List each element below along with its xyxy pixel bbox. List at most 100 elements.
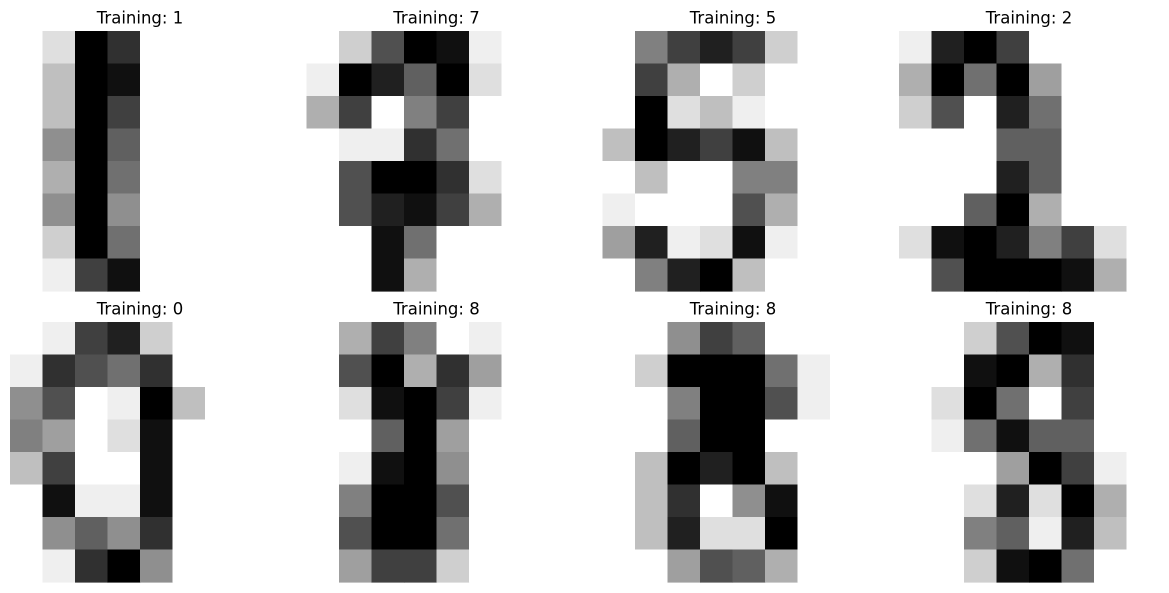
pixel-cell xyxy=(534,226,568,260)
pixel-cell xyxy=(436,419,470,453)
pixel-cell xyxy=(964,161,998,195)
pixel-cell xyxy=(797,322,831,356)
pixel-cell xyxy=(602,128,636,162)
pixel-cell xyxy=(237,63,271,97)
pixel-cell xyxy=(107,452,141,486)
pixel-cell xyxy=(205,258,239,292)
pixel-cell xyxy=(830,31,864,65)
pixel-cell xyxy=(534,484,568,518)
pixel-cell xyxy=(339,31,373,65)
pixel-cell xyxy=(996,452,1030,486)
pixel-cell xyxy=(436,226,470,260)
pixel-cell xyxy=(797,226,831,260)
pixel-cell xyxy=(371,161,405,195)
pixel-cell xyxy=(501,452,535,486)
pixel-cell xyxy=(732,258,766,292)
pixel-cell xyxy=(964,128,998,162)
pixel-cell xyxy=(501,31,535,65)
pixel-cell xyxy=(436,128,470,162)
pixel-cell xyxy=(1029,258,1063,292)
pixel-cell xyxy=(899,419,933,453)
pixel-cell xyxy=(237,517,271,551)
pixel-cell xyxy=(172,354,206,388)
pixel-cell xyxy=(306,63,340,97)
pixel-cell xyxy=(10,387,44,421)
pixel-cell xyxy=(797,387,831,421)
pixel-cell xyxy=(635,452,669,486)
pixel-cell xyxy=(899,128,933,162)
pixel-cell xyxy=(42,258,76,292)
pixel-cell xyxy=(140,128,174,162)
pixel-cell xyxy=(140,226,174,260)
pixel-cell xyxy=(205,484,239,518)
pixel-cell xyxy=(75,193,109,227)
pixel-cell xyxy=(700,258,734,292)
pixel-cell xyxy=(501,419,535,453)
pixel-cell xyxy=(436,452,470,486)
pixel-cell xyxy=(75,63,109,97)
pixel-cell xyxy=(1126,63,1160,97)
pixel-cell xyxy=(469,128,503,162)
pixel-cell xyxy=(534,258,568,292)
pixel-cell xyxy=(964,549,998,583)
pixel-cell xyxy=(1029,549,1063,583)
pixel-cell xyxy=(765,387,799,421)
pixel-cell xyxy=(797,31,831,65)
pixel-cell xyxy=(931,387,965,421)
pixel-cell xyxy=(371,484,405,518)
pixel-cell xyxy=(404,31,438,65)
pixel-cell xyxy=(75,517,109,551)
pixel-cell xyxy=(172,128,206,162)
pixel-cell xyxy=(501,322,535,356)
pixel-cell xyxy=(1094,517,1128,551)
pixel-cell xyxy=(436,161,470,195)
pixel-cell xyxy=(10,517,44,551)
pixel-cell xyxy=(732,354,766,388)
pixel-cell xyxy=(667,31,701,65)
pixel-cell xyxy=(700,31,734,65)
pixel-cell xyxy=(469,452,503,486)
pixel-cell xyxy=(602,63,636,97)
pixel-cell xyxy=(765,419,799,453)
pixel-cell xyxy=(635,161,669,195)
pixel-cell xyxy=(1094,452,1128,486)
pixel-cell xyxy=(42,484,76,518)
pixel-cell xyxy=(964,419,998,453)
pixel-cell xyxy=(996,258,1030,292)
pixel-cell xyxy=(732,549,766,583)
pixel-cell xyxy=(501,161,535,195)
pixel-cell xyxy=(42,193,76,227)
pixel-cell xyxy=(10,452,44,486)
pixel-cell xyxy=(75,549,109,583)
pixel-cell xyxy=(1029,161,1063,195)
pixel-cell xyxy=(765,517,799,551)
pixel-cell xyxy=(765,226,799,260)
pixel-cell xyxy=(635,419,669,453)
pixel-cell xyxy=(1094,31,1128,65)
pixel-cell xyxy=(931,419,965,453)
digit-panel-4: Training: 2 xyxy=(899,9,1160,292)
pixel-cell xyxy=(1029,96,1063,130)
pixel-cell xyxy=(469,322,503,356)
pixel-cell xyxy=(700,193,734,227)
pixel-cell xyxy=(436,193,470,227)
pixel-cell xyxy=(237,31,271,65)
pixel-cell xyxy=(10,161,44,195)
pixel-cell xyxy=(1126,387,1160,421)
panel-title: Training: 8 xyxy=(985,300,1072,319)
pixel-cell xyxy=(635,387,669,421)
pixel-cell xyxy=(931,517,965,551)
pixel-cell xyxy=(205,387,239,421)
pixel-cell xyxy=(1061,258,1095,292)
pixel-cell xyxy=(635,226,669,260)
pixel-cell xyxy=(140,419,174,453)
pixel-cell xyxy=(996,322,1030,356)
pixel-cell xyxy=(75,161,109,195)
pixel-cell xyxy=(667,161,701,195)
pixel-cell xyxy=(404,419,438,453)
pixel-cell xyxy=(10,258,44,292)
pixel-cell xyxy=(931,31,965,65)
pixel-cell xyxy=(10,322,44,356)
pixel-cell xyxy=(667,484,701,518)
pixel-cell xyxy=(996,161,1030,195)
